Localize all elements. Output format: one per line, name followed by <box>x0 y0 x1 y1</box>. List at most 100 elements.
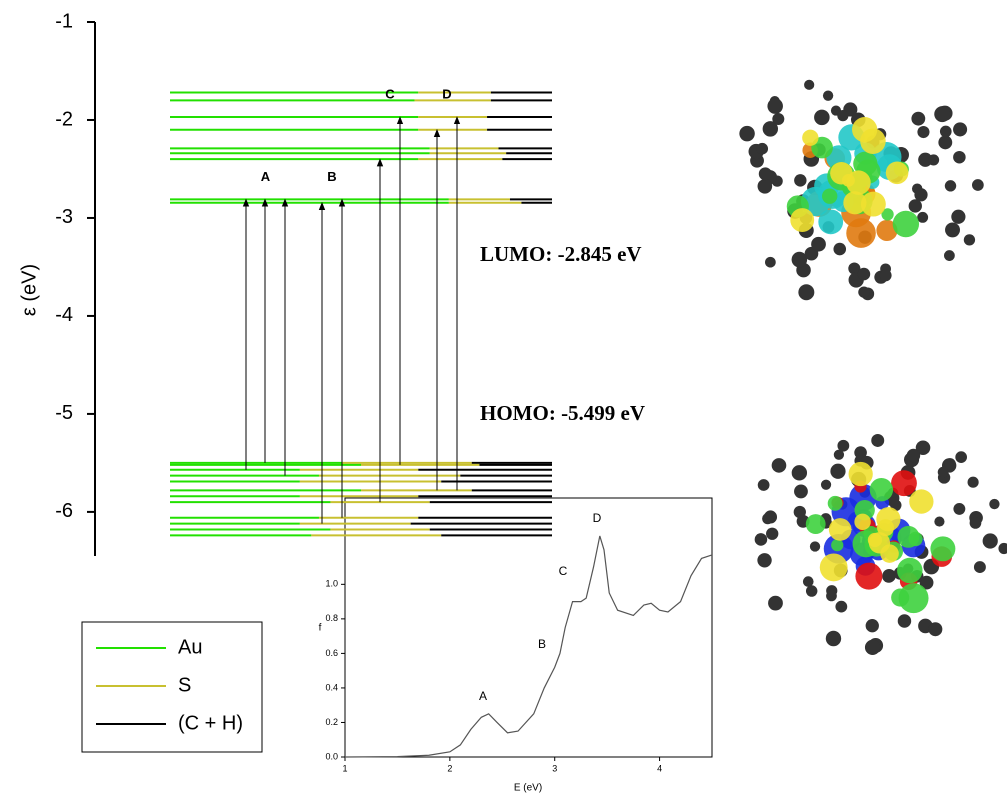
legend-label: S <box>178 674 191 696</box>
atom <box>758 479 770 491</box>
atom <box>794 506 806 518</box>
orbital-lobe <box>820 554 848 582</box>
atom <box>970 517 982 529</box>
atom <box>953 503 965 515</box>
atom <box>880 270 892 282</box>
orbital-lobe <box>870 478 893 501</box>
atom <box>955 451 967 463</box>
atom <box>806 585 817 596</box>
orbital-lobe <box>897 558 922 583</box>
atom <box>945 180 956 191</box>
peak-label: B <box>538 637 546 651</box>
transition-label: D <box>442 86 451 101</box>
atom <box>928 154 939 165</box>
figure: ε (eV) LUMO: -2.845 eV HOMO: -5.499 eV E… <box>0 0 1007 798</box>
atom <box>739 126 754 141</box>
orbital-lobe <box>806 514 826 534</box>
atom <box>792 465 807 480</box>
atom <box>823 91 833 101</box>
atom <box>898 614 911 627</box>
lumo-annotation: LUMO: -2.845 eV <box>480 242 642 266</box>
atom <box>772 458 787 473</box>
atom <box>766 528 778 540</box>
orbital-lobe <box>886 161 909 184</box>
atom <box>833 243 846 256</box>
orbital-lobe <box>802 130 818 146</box>
orbital-lobe <box>909 489 933 513</box>
atom <box>944 250 955 261</box>
atom <box>882 569 895 582</box>
legend-label: (C + H) <box>178 712 243 734</box>
y-tick-label: -4 <box>55 304 73 326</box>
atom <box>983 533 998 548</box>
atom <box>821 480 831 490</box>
atom <box>834 450 844 460</box>
atom <box>858 268 871 281</box>
atom <box>798 284 814 300</box>
molecule-images <box>739 80 1007 655</box>
y-tick-label: -3 <box>55 206 73 228</box>
atom <box>934 516 944 526</box>
orbital-lobe <box>877 519 894 536</box>
atom <box>794 174 806 186</box>
orbital-lobe <box>829 518 852 541</box>
atom <box>835 601 847 613</box>
orbital-lobe <box>828 496 843 511</box>
orbital-lobe <box>891 589 909 607</box>
atom <box>804 80 814 90</box>
transition-label: C <box>385 86 395 101</box>
atom <box>917 212 928 223</box>
y-tick-label: 1.0 <box>325 579 338 589</box>
orbital-lobe <box>880 544 899 563</box>
atom <box>768 596 783 611</box>
atom <box>928 622 942 636</box>
atom <box>964 234 975 245</box>
y-tick-label: 0.4 <box>325 682 338 692</box>
atom <box>917 126 929 138</box>
y-tick-label: -5 <box>55 402 73 424</box>
orbital-lobe <box>846 170 870 194</box>
atom <box>803 576 814 587</box>
orbital-lobe <box>908 532 922 546</box>
y-tick-label: 0.8 <box>325 613 338 623</box>
atom <box>945 222 960 237</box>
atom <box>968 477 979 488</box>
atom <box>762 513 773 524</box>
y-tick-label: 0.0 <box>325 751 338 761</box>
atom <box>989 499 999 509</box>
transition-label: B <box>327 169 336 184</box>
inset-x-label: E (eV) <box>514 783 542 794</box>
x-tick-label: 2 <box>447 763 452 773</box>
atom <box>826 591 837 602</box>
atom <box>907 449 920 462</box>
atom <box>866 619 879 632</box>
atom <box>837 110 848 121</box>
y-tick-label: 0.2 <box>325 717 338 727</box>
y-tick-label: -1 <box>55 10 73 32</box>
y-tick-label: 0.6 <box>325 648 338 658</box>
atom <box>794 485 808 499</box>
atom <box>755 533 768 546</box>
atom <box>974 561 986 573</box>
atom <box>757 553 771 567</box>
peak-label: A <box>479 689 487 703</box>
atom <box>858 286 869 297</box>
atom <box>953 151 966 164</box>
legend-label: Au <box>178 636 202 658</box>
transition-label: A <box>261 169 271 184</box>
orbital-lobe <box>831 539 843 551</box>
atom <box>934 106 950 122</box>
orbital-lobe <box>790 208 814 232</box>
orbital-lobe <box>849 462 873 486</box>
atom <box>814 110 830 126</box>
x-tick-label: 1 <box>342 763 347 773</box>
atom <box>765 257 776 268</box>
atom <box>767 98 783 114</box>
orbital-lobe <box>854 514 870 530</box>
atom <box>914 188 927 201</box>
atom <box>940 126 952 138</box>
peak-label: D <box>593 511 602 525</box>
atom <box>830 464 845 479</box>
y-axis-label: ε (eV) <box>18 264 40 316</box>
atom <box>951 210 965 224</box>
